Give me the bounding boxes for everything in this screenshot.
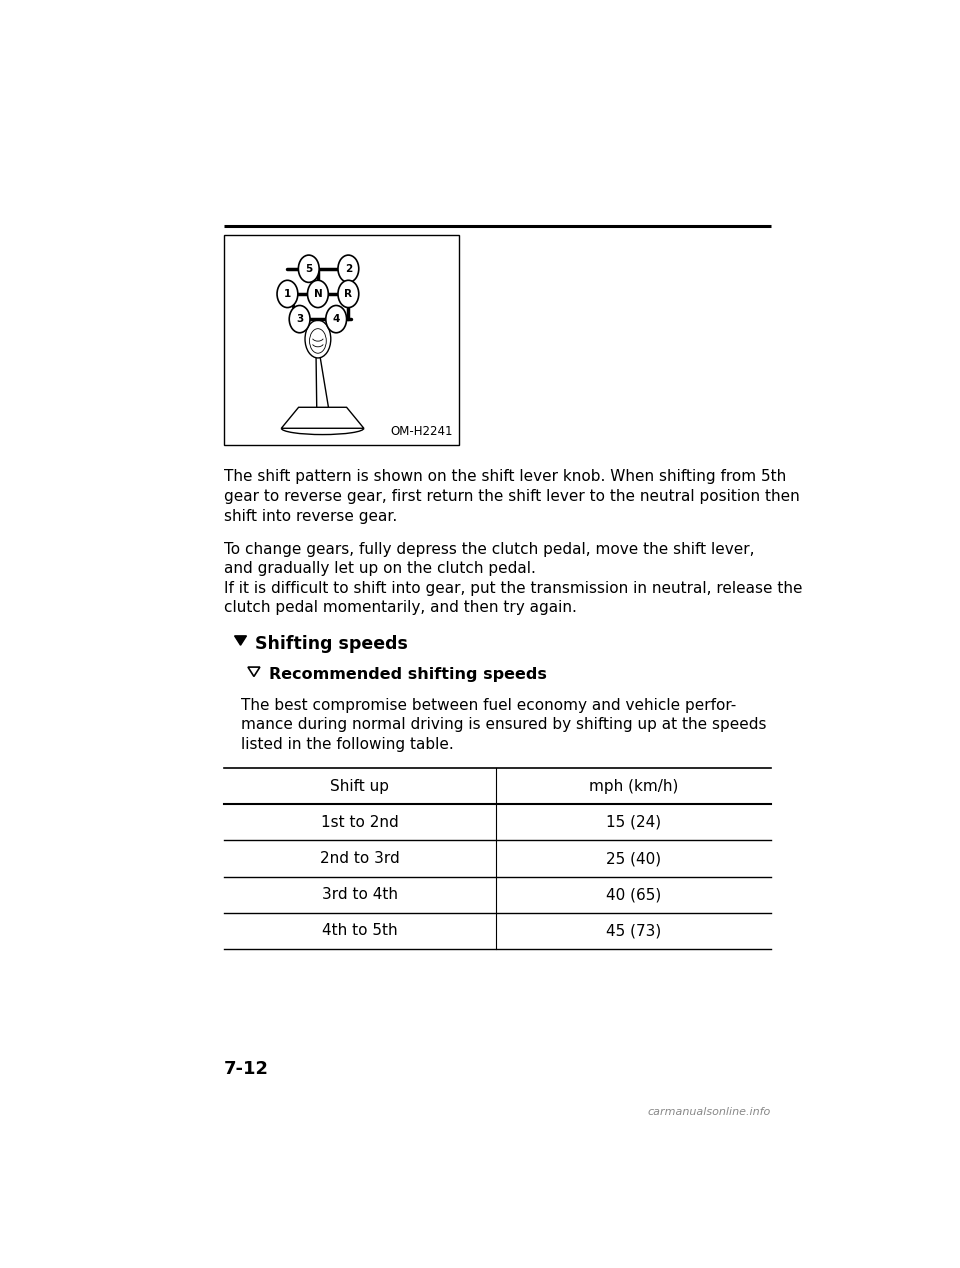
Text: 2: 2	[345, 264, 352, 274]
Text: Shifting speeds: Shifting speeds	[255, 635, 408, 653]
Text: gear to reverse gear, first return the shift lever to the neutral position then: gear to reverse gear, first return the s…	[225, 489, 800, 503]
Text: 5: 5	[305, 264, 312, 274]
Text: R: R	[345, 289, 352, 299]
Text: To change gears, fully depress the clutch pedal, move the shift lever,: To change gears, fully depress the clutc…	[225, 541, 755, 557]
Text: 4th to 5th: 4th to 5th	[323, 923, 397, 938]
Text: 25 (40): 25 (40)	[606, 851, 660, 866]
Text: carmanualsonline.info: carmanualsonline.info	[648, 1107, 771, 1117]
Text: 4: 4	[332, 314, 340, 325]
Text: 2nd to 3rd: 2nd to 3rd	[320, 851, 399, 866]
Text: mance during normal driving is ensured by shifting up at the speeds: mance during normal driving is ensured b…	[241, 718, 766, 733]
Text: OM-H2241: OM-H2241	[390, 425, 452, 439]
Text: Shift up: Shift up	[330, 779, 390, 794]
Circle shape	[338, 280, 359, 308]
Ellipse shape	[305, 320, 331, 358]
Text: The shift pattern is shown on the shift lever knob. When shifting from 5th: The shift pattern is shown on the shift …	[225, 469, 786, 484]
Circle shape	[299, 255, 319, 283]
Polygon shape	[248, 667, 260, 676]
Text: 1: 1	[284, 289, 291, 299]
Circle shape	[338, 255, 359, 283]
Polygon shape	[281, 407, 364, 429]
Text: 45 (73): 45 (73)	[606, 923, 661, 938]
Text: shift into reverse gear.: shift into reverse gear.	[225, 508, 397, 524]
Text: 15 (24): 15 (24)	[606, 815, 660, 831]
Text: clutch pedal momentarily, and then try again.: clutch pedal momentarily, and then try a…	[225, 600, 577, 615]
Text: 40 (65): 40 (65)	[606, 888, 661, 902]
Text: If it is difficult to shift into gear, put the transmission in neutral, release : If it is difficult to shift into gear, p…	[225, 581, 803, 596]
Text: mph (km/h): mph (km/h)	[588, 779, 678, 794]
Text: Recommended shifting speeds: Recommended shifting speeds	[269, 667, 546, 682]
Polygon shape	[234, 635, 247, 645]
Circle shape	[277, 280, 298, 308]
Text: listed in the following table.: listed in the following table.	[241, 737, 453, 752]
Polygon shape	[316, 355, 328, 407]
Text: 7-12: 7-12	[225, 1060, 269, 1078]
Text: 3rd to 4th: 3rd to 4th	[322, 888, 398, 902]
Bar	[225, 235, 459, 445]
Text: The best compromise between fuel economy and vehicle perfor-: The best compromise between fuel economy…	[241, 697, 735, 713]
Circle shape	[307, 280, 328, 308]
Circle shape	[325, 306, 347, 332]
Text: 1st to 2nd: 1st to 2nd	[321, 815, 398, 831]
Text: 3: 3	[296, 314, 303, 325]
Text: N: N	[314, 289, 323, 299]
Text: and gradually let up on the clutch pedal.: and gradually let up on the clutch pedal…	[225, 562, 536, 576]
Circle shape	[289, 306, 310, 332]
